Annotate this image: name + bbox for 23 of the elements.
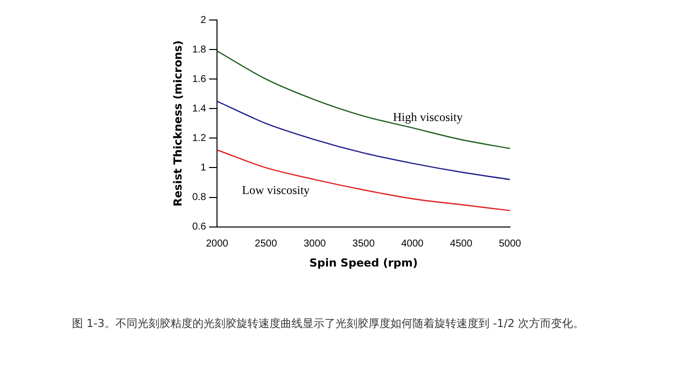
y-tick-label: 1.8 (192, 44, 207, 56)
y-tick-label: 0.8 (192, 192, 207, 204)
x-tick-label: 3500 (352, 238, 376, 250)
x-tick-label: 4500 (450, 238, 473, 250)
annotation: Low viscosity (242, 183, 310, 198)
x-tick-label: 5000 (498, 238, 522, 250)
y-tick-label: 1.6 (192, 74, 207, 85)
x-tick-label: 4000 (401, 238, 424, 250)
x-tick-label: 3000 (304, 238, 326, 250)
x-axis-title: Spin Speed (rpm) (309, 256, 418, 270)
x-tick-label: 2500 (254, 238, 278, 250)
y-axis-title: Resist Thickness (microns) (171, 40, 184, 207)
line-series (217, 100, 510, 180)
y-tick-label: 1.2 (192, 132, 207, 144)
x-tick-label: 2000 (206, 238, 229, 250)
y-tick-label: 1 (200, 162, 207, 174)
y-tick-label: 2 (200, 14, 207, 26)
caption: 图 1-3。不同光刻胶粘度的光刻胶旋转速度曲线显示了光刻胶厚度如何随着旋转速度到 -1/2 次方而变化。 (72, 316, 586, 331)
line-series (217, 50, 510, 150)
y-tick-label: 0.6 (192, 222, 207, 233)
annotation: High viscosity (393, 110, 463, 125)
y-tick-label: 1.4 (192, 103, 207, 114)
line-series (217, 149, 510, 212)
